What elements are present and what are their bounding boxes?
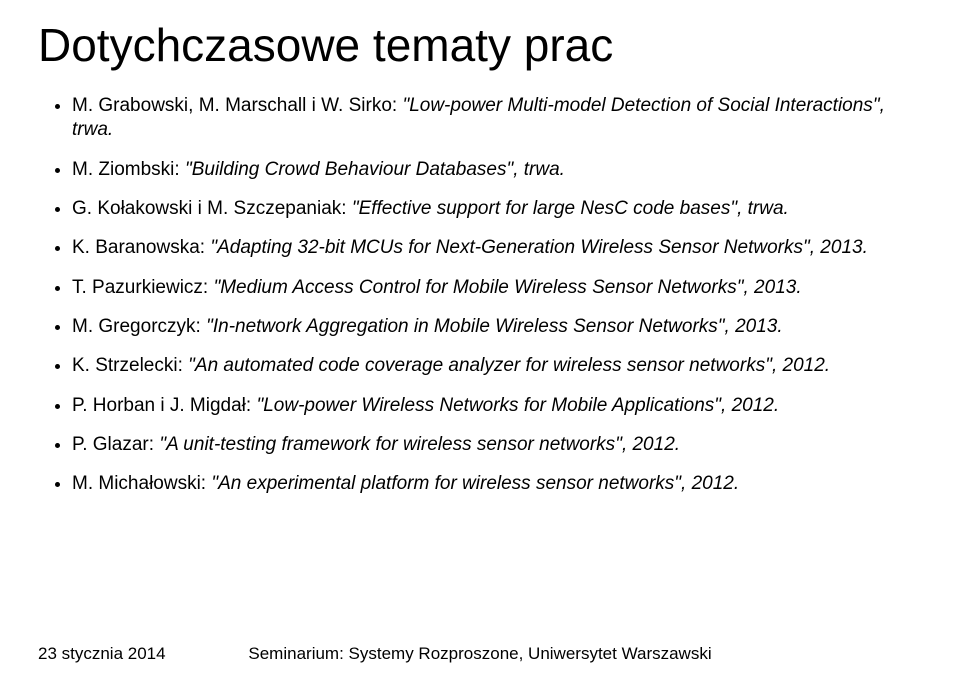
item-title: "Adapting 32-bit MCUs for Next-Generatio… — [210, 237, 809, 258]
list-item: P. Glazar: "A unit-testing framework for… — [72, 433, 922, 457]
item-title: "A unit-testing framework for wireless s… — [159, 434, 622, 455]
list-item: M. Grabowski, M. Marschall i W. Sirko: "… — [72, 94, 922, 143]
list-item: K. Baranowska: "Adapting 32-bit MCUs for… — [72, 236, 922, 260]
item-authors: P. Horban i J. Migdał: — [72, 395, 251, 416]
list-item: M. Gregorczyk: "In-network Aggregation i… — [72, 315, 922, 339]
item-authors: M. Ziombski: — [72, 159, 180, 180]
bibliography-list: M. Grabowski, M. Marschall i W. Sirko: "… — [44, 94, 922, 496]
page-title: Dotychczasowe tematy prac — [38, 18, 922, 72]
item-title-text: An experimental platform for wireless se… — [218, 473, 674, 494]
item-title-text: A unit-testing framework for wireless se… — [166, 434, 615, 455]
item-title: "Building Crowd Behaviour Databases" — [185, 159, 513, 180]
item-title: "An automated code coverage analyzer for… — [188, 355, 772, 376]
item-suffix: , 2012. — [772, 355, 830, 376]
list-item: K. Strzelecki: "An automated code covera… — [72, 354, 922, 378]
item-title-text: In-network Aggregation in Mobile Wireles… — [213, 316, 718, 337]
footer: 23 stycznia 2014 Seminarium: Systemy Roz… — [38, 644, 922, 664]
footer-date: 23 stycznia 2014 — [38, 644, 166, 664]
item-title: "In-network Aggregation in Mobile Wirele… — [206, 316, 724, 337]
footer-seminar: Seminarium: Systemy Rozproszone, Uniwers… — [38, 644, 922, 664]
item-authors: T. Pazurkiewicz: — [72, 277, 208, 298]
item-suffix: , trwa. — [513, 159, 565, 180]
item-authors: K. Baranowska: — [72, 237, 205, 258]
item-authors: G. Kołakowski i M. Szczepaniak: — [72, 198, 347, 219]
item-title: "Low-power Multi-model Detection of Soci… — [402, 95, 879, 116]
item-authors: M. Grabowski, M. Marschall i W. Sirko: — [72, 95, 397, 116]
item-authors: M. Michałowski: — [72, 473, 206, 494]
item-authors: P. Glazar: — [72, 434, 154, 455]
list-item: P. Horban i J. Migdał: "Low-power Wirele… — [72, 394, 922, 418]
item-title-text: Medium Access Control for Mobile Wireles… — [220, 277, 737, 298]
item-title-text: An automated code coverage analyzer for … — [195, 355, 765, 376]
item-title-text: Low-power Wireless Networks for Mobile A… — [263, 395, 714, 416]
list-item: M. Ziombski: "Building Crowd Behaviour D… — [72, 158, 922, 182]
item-authors: K. Strzelecki: — [72, 355, 183, 376]
item-title: "Low-power Wireless Networks for Mobile … — [256, 395, 721, 416]
list-item: G. Kołakowski i M. Szczepaniak: "Effecti… — [72, 197, 922, 221]
item-suffix: , trwa. — [737, 198, 789, 219]
item-authors: M. Gregorczyk: — [72, 316, 201, 337]
slide: Dotychczasowe tematy prac M. Grabowski, … — [0, 0, 960, 680]
item-title-text: Adapting 32-bit MCUs for Next-Generation… — [217, 237, 803, 258]
item-title-text: Building Crowd Behaviour Databases — [192, 159, 507, 180]
item-title: "Effective support for large NesC code b… — [352, 198, 737, 219]
list-item: T. Pazurkiewicz: "Medium Access Control … — [72, 276, 922, 300]
item-suffix: , 2013. — [810, 237, 868, 258]
item-title-text: Effective support for large NesC code ba… — [359, 198, 731, 219]
item-suffix: , 2013. — [744, 277, 802, 298]
item-suffix: , 2012. — [721, 395, 779, 416]
list-item: M. Michałowski: "An experimental platfor… — [72, 472, 922, 496]
item-suffix: , 2012. — [622, 434, 680, 455]
item-suffix: , 2013. — [725, 316, 783, 337]
item-title-text: Low-power Multi-model Detection of Socia… — [409, 95, 873, 116]
item-suffix: , 2012. — [681, 473, 739, 494]
item-title: "Medium Access Control for Mobile Wirele… — [213, 277, 743, 298]
item-title: "An experimental platform for wireless s… — [211, 473, 681, 494]
